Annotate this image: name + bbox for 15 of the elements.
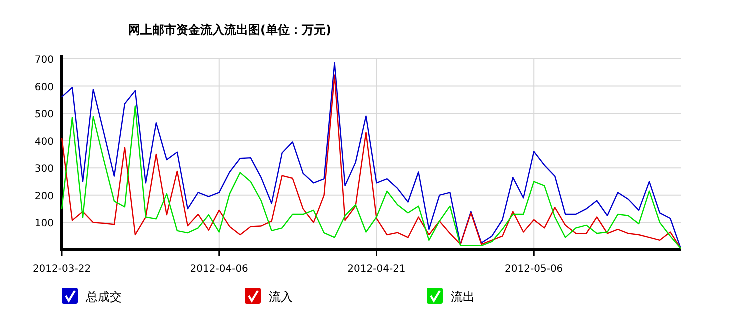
x-tick-label: 2012-04-21 — [348, 264, 406, 275]
y-tick-label: 200 — [34, 191, 54, 202]
x-tick-label: 2012-05-06 — [505, 264, 564, 275]
x-tick-label: 2012-04-06 — [190, 264, 248, 275]
y-tick-label: 500 — [34, 110, 54, 121]
y-tick-label: 600 — [34, 82, 54, 94]
legend-label: 流出 — [451, 290, 475, 304]
legend-label: 流入 — [269, 290, 293, 304]
y-tick-label: 700 — [34, 55, 54, 66]
chart-title: 网上邮市资金流入流出图(单位：万元) — [128, 23, 332, 37]
legend-label: 总成交 — [85, 290, 122, 304]
y-tick-label: 400 — [34, 136, 54, 148]
x-tick-label: 2012-03-22 — [32, 264, 92, 275]
y-tick-label: 100 — [34, 218, 54, 230]
y-tick-label: 300 — [34, 164, 54, 176]
